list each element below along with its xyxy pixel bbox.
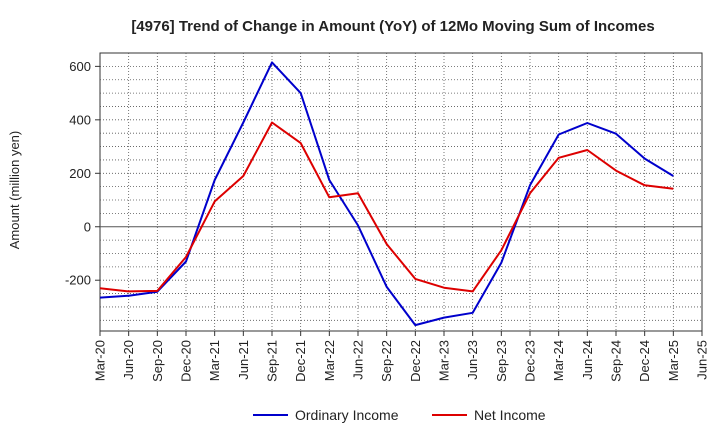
x-tick-label: Sep-24 [609,340,624,382]
y-tick-label: 600 [69,59,91,74]
x-tick-label: Sep-22 [379,340,394,382]
y-tick-labels: -200 0 200 400 600 [65,59,100,288]
x-tick-label: Dec-21 [293,340,308,382]
x-tick-label: Sep-23 [494,340,509,382]
x-tick-label: Dec-20 [179,340,194,382]
x-tick-label: Mar-23 [437,340,452,381]
x-tick-label: Jun-24 [580,340,595,380]
x-tick-labels: Mar-20 Jun-20 Sep-20 Dec-20 Mar-21 Jun-21 Sep-… [93,331,710,382]
x-tick-label: Jun-23 [465,340,480,380]
x-tick-label: Sep-20 [150,340,165,382]
series-lines [99,61,674,327]
y-axis-label: Amount (million yen) [7,131,22,250]
x-tick-label: Mar-24 [551,340,566,381]
legend: Ordinary Income Net Income [253,407,546,423]
x-tick-label: Dec-22 [408,340,423,382]
series-line-net-income [99,121,674,293]
y-tick-label: 0 [84,219,91,234]
legend-label-ordinary-income: Ordinary Income [295,407,399,423]
y-tick-label: -200 [65,273,91,288]
y-tick-label: 200 [69,166,91,181]
x-tick-label: Mar-20 [93,340,108,381]
x-tick-label: Sep-21 [265,340,280,382]
legend-label-net-income: Net Income [474,407,546,423]
chart-title: [4976] Trend of Change in Amount (YoY) o… [131,18,654,35]
x-tick-label: Jun-21 [236,340,251,380]
x-tick-label: Mar-25 [666,340,681,381]
x-tick-label: Dec-24 [637,340,652,382]
x-tick-label: Jun-22 [351,340,366,380]
x-tick-label: Mar-22 [322,340,337,381]
grid-lines [100,53,702,331]
series-line-ordinary-income [99,61,674,327]
x-tick-label: Jun-25 [695,340,710,380]
x-tick-label: Dec-23 [523,340,538,382]
x-tick-label: Mar-21 [207,340,222,381]
plot-frame [99,52,703,332]
x-tick-label: Jun-20 [121,340,136,380]
y-tick-label: 400 [69,112,91,127]
